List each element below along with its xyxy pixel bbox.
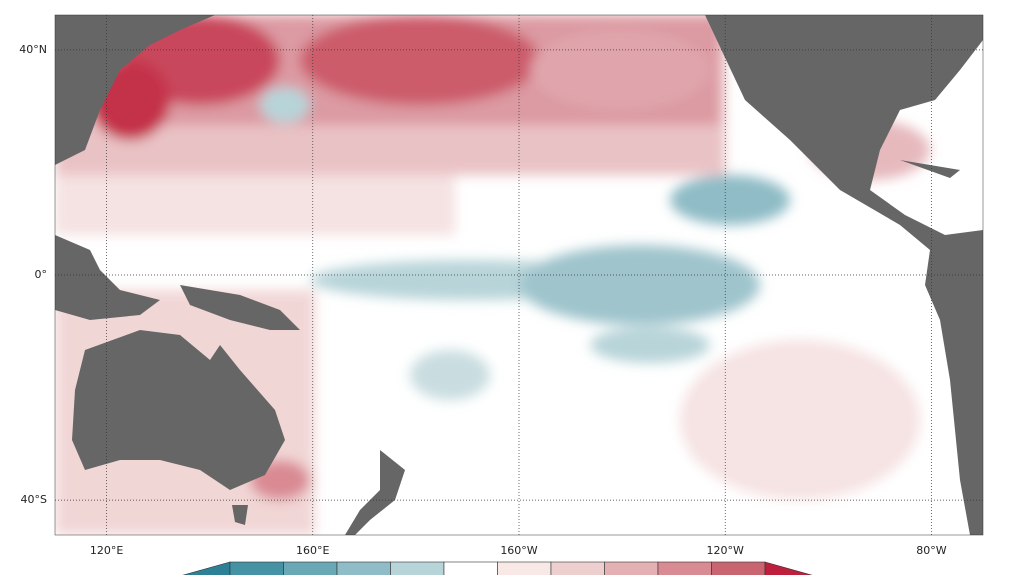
- y-tick-label: 40°N: [19, 43, 47, 56]
- colorbar-extension: [182, 561, 231, 575]
- colorbar-swatch: [497, 561, 552, 575]
- x-tick-label: 120°E: [90, 544, 123, 557]
- colorbar-swatch: [229, 561, 284, 575]
- y-tick-label: 40°S: [21, 493, 47, 506]
- x-tick-label: 160°W: [500, 544, 537, 557]
- colorbar-swatch: [711, 561, 766, 575]
- colorbar-extension: [764, 561, 813, 575]
- colorbar: [182, 561, 813, 575]
- colorbar-swatch: [604, 561, 659, 575]
- colorbar-swatch: [443, 561, 498, 575]
- colorbar-swatch: [550, 561, 605, 575]
- colorbar-swatch: [283, 561, 338, 575]
- land: [55, 15, 983, 535]
- colorbar-swatch: [390, 561, 445, 575]
- y-tick-label: 0°: [35, 268, 48, 281]
- x-tick-label: 120°W: [707, 544, 744, 557]
- map-area: [55, 15, 983, 535]
- x-tick-label: 80°W: [916, 544, 946, 557]
- x-tick-label: 160°E: [296, 544, 329, 557]
- colorbar-swatch: [336, 561, 391, 575]
- colorbar-swatch: [657, 561, 712, 575]
